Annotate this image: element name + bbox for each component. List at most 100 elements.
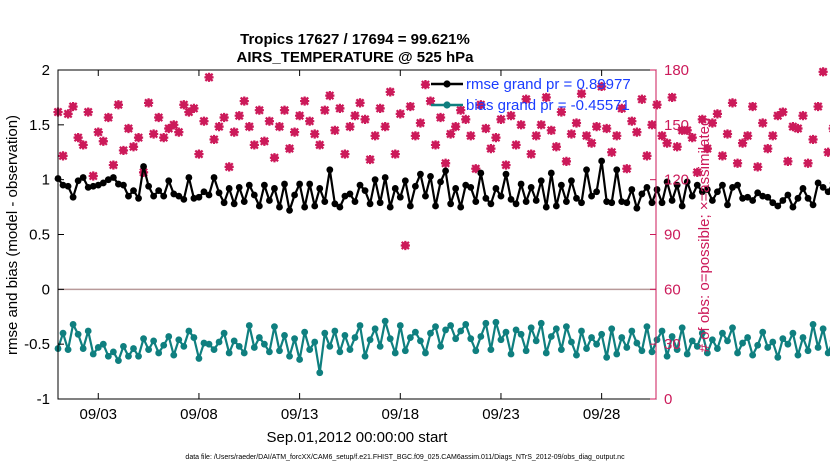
rmse-point	[809, 201, 817, 209]
obs-assimilated-point	[234, 111, 244, 121]
obs-assimilated-point	[174, 127, 184, 137]
obs-assimilated-point	[808, 134, 818, 145]
bias-point	[356, 322, 364, 329]
rmse-point	[245, 181, 253, 189]
rmse-point	[784, 191, 792, 199]
bias-point	[301, 328, 309, 336]
rmse-point	[552, 202, 560, 210]
bias-point	[240, 349, 248, 357]
obs-assimilated-point	[637, 94, 647, 104]
obs-assimilated-point	[581, 131, 592, 141]
bias-point	[648, 348, 656, 356]
bias-point	[326, 342, 334, 350]
x-tick-label: 09/08	[180, 406, 218, 423]
bias-point	[552, 325, 560, 333]
bias-point	[276, 347, 283, 355]
bias-point	[608, 325, 616, 333]
obs-assimilated-point	[113, 100, 124, 110]
rmse-point	[281, 180, 288, 188]
obs-assimilated-point	[320, 105, 330, 115]
bias-point	[220, 329, 228, 337]
obs-assimilated-point	[365, 154, 375, 165]
bias-point	[109, 348, 117, 356]
obs-assimilated-point	[632, 127, 642, 137]
bias-point	[688, 337, 696, 345]
rmse-point	[804, 194, 812, 202]
rmse-point	[643, 183, 651, 191]
y2-tick-label: 150	[664, 117, 689, 134]
rmse-point	[568, 177, 575, 185]
obs-assimilated-point	[531, 131, 541, 141]
bias-point	[769, 338, 777, 346]
bias-point	[291, 335, 298, 343]
rmse-point	[64, 182, 72, 190]
y-tick-label: -0.5	[24, 336, 50, 353]
bias-point	[401, 347, 409, 355]
rmse-point	[754, 189, 762, 197]
obs-assimilated-point	[622, 164, 632, 174]
obs-assimilated-point	[244, 122, 254, 132]
bias-point	[260, 340, 268, 348]
bias-point	[547, 333, 555, 340]
obs-assimilated-point	[410, 131, 420, 141]
rmse-point	[200, 188, 208, 196]
rmse-point	[628, 186, 636, 193]
rmse-point	[351, 198, 359, 206]
obs-assimilated-point	[340, 149, 350, 159]
obs-assimilated-point	[128, 142, 139, 152]
obs-assimilated-point	[813, 101, 823, 112]
bias-point	[230, 337, 238, 345]
bias-point	[653, 336, 661, 344]
rmse-point	[130, 187, 137, 195]
rmse-point	[774, 202, 782, 210]
bias-point	[250, 344, 258, 351]
y2-tick-label: 30	[664, 336, 681, 353]
bias-point	[190, 334, 198, 341]
obs-assimilated-point	[571, 118, 582, 128]
legend-label-1: bias grand pr = -0.45571	[466, 97, 630, 114]
rmse-point	[507, 196, 515, 203]
obs-assimilated-point	[561, 156, 572, 166]
x-tick-label: 09/18	[382, 406, 420, 423]
bias-point	[477, 333, 485, 340]
rmse-point	[724, 201, 731, 209]
obs-assimilated-point	[63, 109, 73, 119]
legend-label-0: rmse grand pr = 0.89977	[466, 76, 631, 93]
rmse-point	[396, 193, 404, 201]
rmse-point	[613, 166, 621, 174]
obs-assimilated-point	[350, 111, 360, 121]
obs-assimilated-point	[264, 116, 275, 126]
y-tick-label: 2	[42, 62, 50, 79]
obs-assimilated-point	[300, 96, 310, 106]
bias-point	[235, 342, 243, 350]
rmse-point	[623, 199, 631, 207]
bias-point	[286, 352, 293, 360]
obs-assimilated-point	[274, 122, 285, 132]
rmse-point	[155, 187, 163, 195]
bias-point	[678, 324, 686, 332]
bias-point	[714, 345, 721, 352]
bias-point	[447, 322, 455, 329]
bias-point	[764, 344, 772, 351]
obs-assimilated-point	[159, 133, 169, 143]
bias-point	[774, 353, 782, 361]
bias-point	[507, 350, 515, 358]
obs-assimilated-point	[83, 107, 93, 117]
obs-assimilated-point	[501, 160, 511, 170]
bias-point	[417, 337, 424, 345]
bias-point	[512, 326, 520, 334]
bias-point	[155, 349, 163, 357]
rmse-point	[598, 157, 606, 165]
obs-assimilated-point	[123, 123, 134, 134]
obs-assimilated-point	[239, 96, 249, 106]
bias-point	[542, 349, 550, 357]
obs-assimilated-point	[204, 72, 214, 82]
bias-point	[165, 333, 173, 340]
obs-assimilated-point	[164, 123, 174, 134]
rmse-point	[477, 169, 485, 177]
rmse-point	[125, 192, 132, 200]
obs-assimilated-point	[279, 105, 290, 115]
obs-assimilated-point	[259, 136, 269, 146]
bias-point	[381, 317, 389, 325]
